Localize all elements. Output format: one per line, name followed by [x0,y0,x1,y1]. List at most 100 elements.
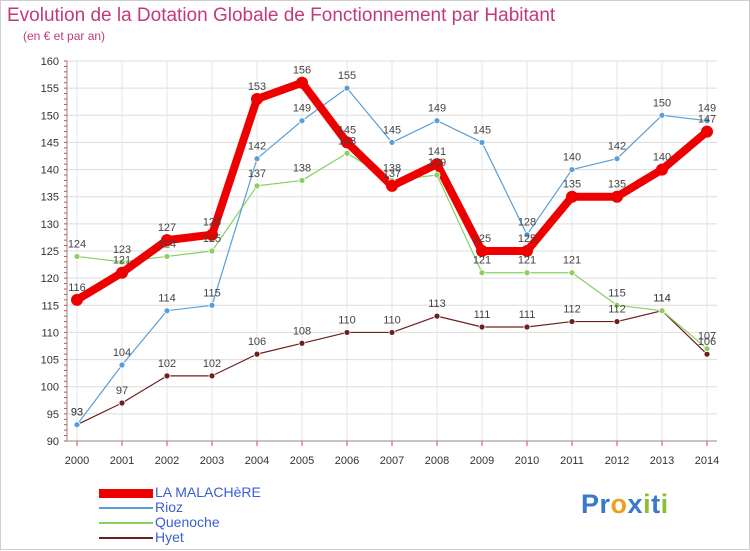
data-label: 97 [116,385,128,397]
x-tick-label: 2014 [695,455,719,467]
data-label: 114 [653,293,671,305]
data-label: 135 [608,179,626,191]
data-label: 139 [428,157,446,169]
data-point [658,111,666,119]
data-label: 123 [113,244,131,256]
data-point [343,149,351,157]
x-tick-label: 2003 [200,455,224,467]
data-label: 106 [248,336,266,348]
data-label: 143 [338,135,356,147]
x-tick-label: 2002 [155,455,179,467]
x-tick-label: 2008 [425,455,449,467]
data-label: 127 [158,222,176,234]
data-point [521,245,533,257]
y-tick-label: 130 [41,219,59,231]
data-label: 145 [338,124,356,136]
data-label: 121 [113,255,131,267]
x-tick-label: 2006 [335,455,359,467]
legend-item: LA MALACHèRE [99,484,419,500]
data-point [73,253,81,260]
data-point [523,323,531,331]
x-tick-label: 2004 [245,455,269,467]
data-point [116,266,128,279]
chart-legend: LA MALACHèRE Rioz Quenoche Hyet [99,484,419,545]
data-point [388,139,396,146]
y-tick-label: 140 [41,165,59,177]
data-label: 112 [608,304,626,316]
data-label: 121 [563,255,581,267]
data-point [341,136,353,149]
data-point [73,421,81,429]
logo-part: t [651,489,661,519]
data-point [701,125,713,138]
y-tick-label: 120 [41,273,59,285]
y-tick-label: 150 [41,110,59,122]
logo-part: Pr [581,489,611,519]
data-point [208,247,216,255]
data-point [433,171,441,179]
data-point [566,190,578,203]
data-label: 111 [519,309,536,321]
data-point [206,228,218,241]
data-point [71,293,83,306]
y-tick-label: 155 [41,83,59,95]
data-point [296,76,308,89]
data-label: 149 [293,103,311,115]
data-label: 145 [383,124,401,136]
legend-swatch [99,489,153,498]
data-label: 93 [71,407,83,419]
data-label: 121 [518,255,536,267]
x-tick-label: 2007 [380,455,404,467]
data-point [298,339,306,347]
data-label: 124 [158,238,176,250]
data-label: 140 [653,152,671,164]
data-label: 142 [608,141,626,153]
chart-subtitle: (en € et par an) [23,29,106,43]
y-tick-label: 105 [41,355,59,367]
legend-swatch [99,507,153,509]
data-point [298,117,306,125]
data-label: 112 [563,304,581,316]
data-label: 110 [383,314,401,326]
data-label: 104 [113,347,131,359]
data-point [118,361,126,369]
x-tick-label: 2009 [470,455,494,467]
data-label: 125 [203,233,221,245]
data-point [253,155,261,163]
data-label: 135 [563,179,581,191]
data-label: 114 [653,293,671,305]
y-tick-label: 145 [41,137,59,149]
data-label: 115 [203,287,221,299]
data-label: 102 [203,358,221,370]
data-point [253,350,261,358]
logo-part: o [610,489,628,519]
data-label: 149 [428,103,446,115]
data-label: 142 [248,141,266,153]
y-tick-label: 110 [41,327,59,339]
data-point [433,117,441,125]
y-tick-label: 95 [47,409,59,421]
y-tick-label: 115 [41,300,59,312]
data-label: 155 [338,70,356,82]
y-tick-label: 160 [41,56,59,68]
legend-label: Rioz [155,499,184,515]
data-point [613,318,621,325]
data-label: 128 [518,217,536,229]
data-point [703,117,711,125]
data-point [613,155,621,163]
x-tick-label: 2011 [560,455,584,467]
data-point [476,245,488,257]
data-point [388,329,396,336]
x-tick-label: 2013 [650,455,674,467]
data-label: 128 [203,217,221,229]
data-point [431,158,443,171]
data-point [161,234,173,247]
data-label: 114 [158,293,176,305]
data-point [163,372,171,380]
data-point [611,190,623,203]
data-label: 121 [473,255,491,267]
y-tick-label: 135 [41,192,59,204]
legend-item: Hyet [99,529,419,545]
